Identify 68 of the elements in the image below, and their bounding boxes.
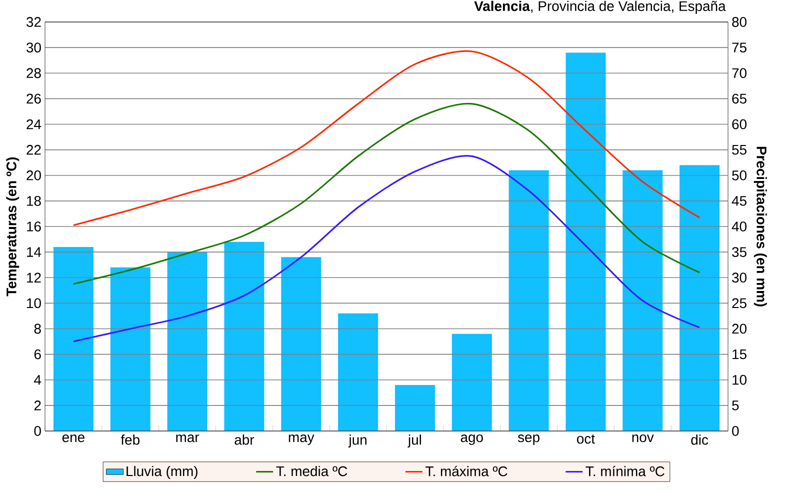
y-tick-label: 20 [26, 170, 41, 180]
x-tick-label: mar [176, 434, 200, 442]
x-tick-label: ago [460, 434, 483, 445]
x-tick-label: may [288, 434, 314, 445]
chart-title: Valencia, Provincia de Valencia, España [474, 0, 726, 14]
y2-axis-title: Precipitaciones (en mm) [754, 146, 767, 306]
y2-tick-label: 70 [732, 68, 746, 78]
legend-label: T. media ºC [276, 466, 348, 476]
y2-tick-label: 35 [732, 247, 746, 258]
y2-tick-label: 15 [732, 349, 746, 360]
y-tick-label: 0 [34, 426, 41, 436]
y-tick-label: 6 [34, 349, 41, 360]
bar [622, 170, 663, 431]
bar [338, 313, 378, 431]
bar [566, 52, 606, 431]
y-tick-label: 24 [26, 119, 42, 130]
y2-tick-label: 50 [732, 170, 746, 180]
y2-tick-label: 60 [732, 119, 746, 130]
bar [281, 257, 322, 431]
y2-tick-label: 40 [732, 222, 746, 232]
y-tick-label: 18 [27, 196, 41, 206]
bar [452, 334, 492, 431]
bar [224, 242, 264, 431]
y2-tick-label: 30 [732, 272, 746, 283]
x-tick-label: nov [632, 434, 654, 442]
bar [110, 267, 150, 431]
y2-tick-label: 5 [732, 400, 739, 410]
x-tick-label: ene [62, 434, 84, 442]
y-tick-label: 32 [26, 17, 41, 27]
y-tick-label: 16 [27, 222, 41, 232]
y-tick-label: 2 [34, 400, 41, 410]
x-tick-label: oct [576, 434, 595, 444]
line-series [72, 50, 700, 226]
y-tick-label: 8 [34, 324, 41, 334]
y2-tick-label: 65 [732, 94, 746, 104]
y-tick-label: 14 [27, 247, 42, 257]
legend-label: T. mínima ºC [586, 466, 664, 476]
bar [167, 252, 208, 431]
y2-tick-label: 25 [732, 298, 746, 308]
y2-tick-label: 55 [732, 144, 746, 155]
y-tick-label: 10 [27, 298, 41, 308]
x-tick-label: jul [408, 434, 422, 448]
x-tick-label: dic [691, 434, 708, 445]
y2-tick-label: 20 [732, 324, 746, 334]
y-tick-label: 4 [34, 375, 42, 385]
x-tick-label: abr [234, 434, 254, 445]
bar [508, 170, 549, 431]
bar [53, 246, 94, 431]
line-series [72, 102, 700, 285]
y-tick-label: 30 [26, 42, 41, 52]
y2-tick-label: 80 [732, 17, 746, 27]
line-series [72, 155, 700, 342]
y-tick-label: 28 [26, 68, 41, 78]
y2-tick-label: 10 [732, 374, 746, 385]
legend-label: Lluvia (mm) [126, 466, 198, 479]
y-axis-title: Temperaturas (en ºC) [6, 157, 20, 296]
x-tick-label: jun [348, 434, 366, 448]
y2-tick-label: 0 [732, 426, 739, 436]
y2-tick-label: 45 [732, 196, 746, 206]
y-tick-label: 12 [27, 272, 41, 282]
x-tick-label: feb [120, 434, 140, 445]
bar [680, 165, 720, 431]
legend-label: T. máxima ºC [426, 466, 508, 476]
bar [394, 384, 435, 431]
y-tick-label: 22 [26, 144, 41, 155]
y2-tick-label: 75 [732, 42, 746, 52]
y-tick-label: 26 [26, 94, 41, 104]
x-tick-label: sep [518, 434, 540, 445]
